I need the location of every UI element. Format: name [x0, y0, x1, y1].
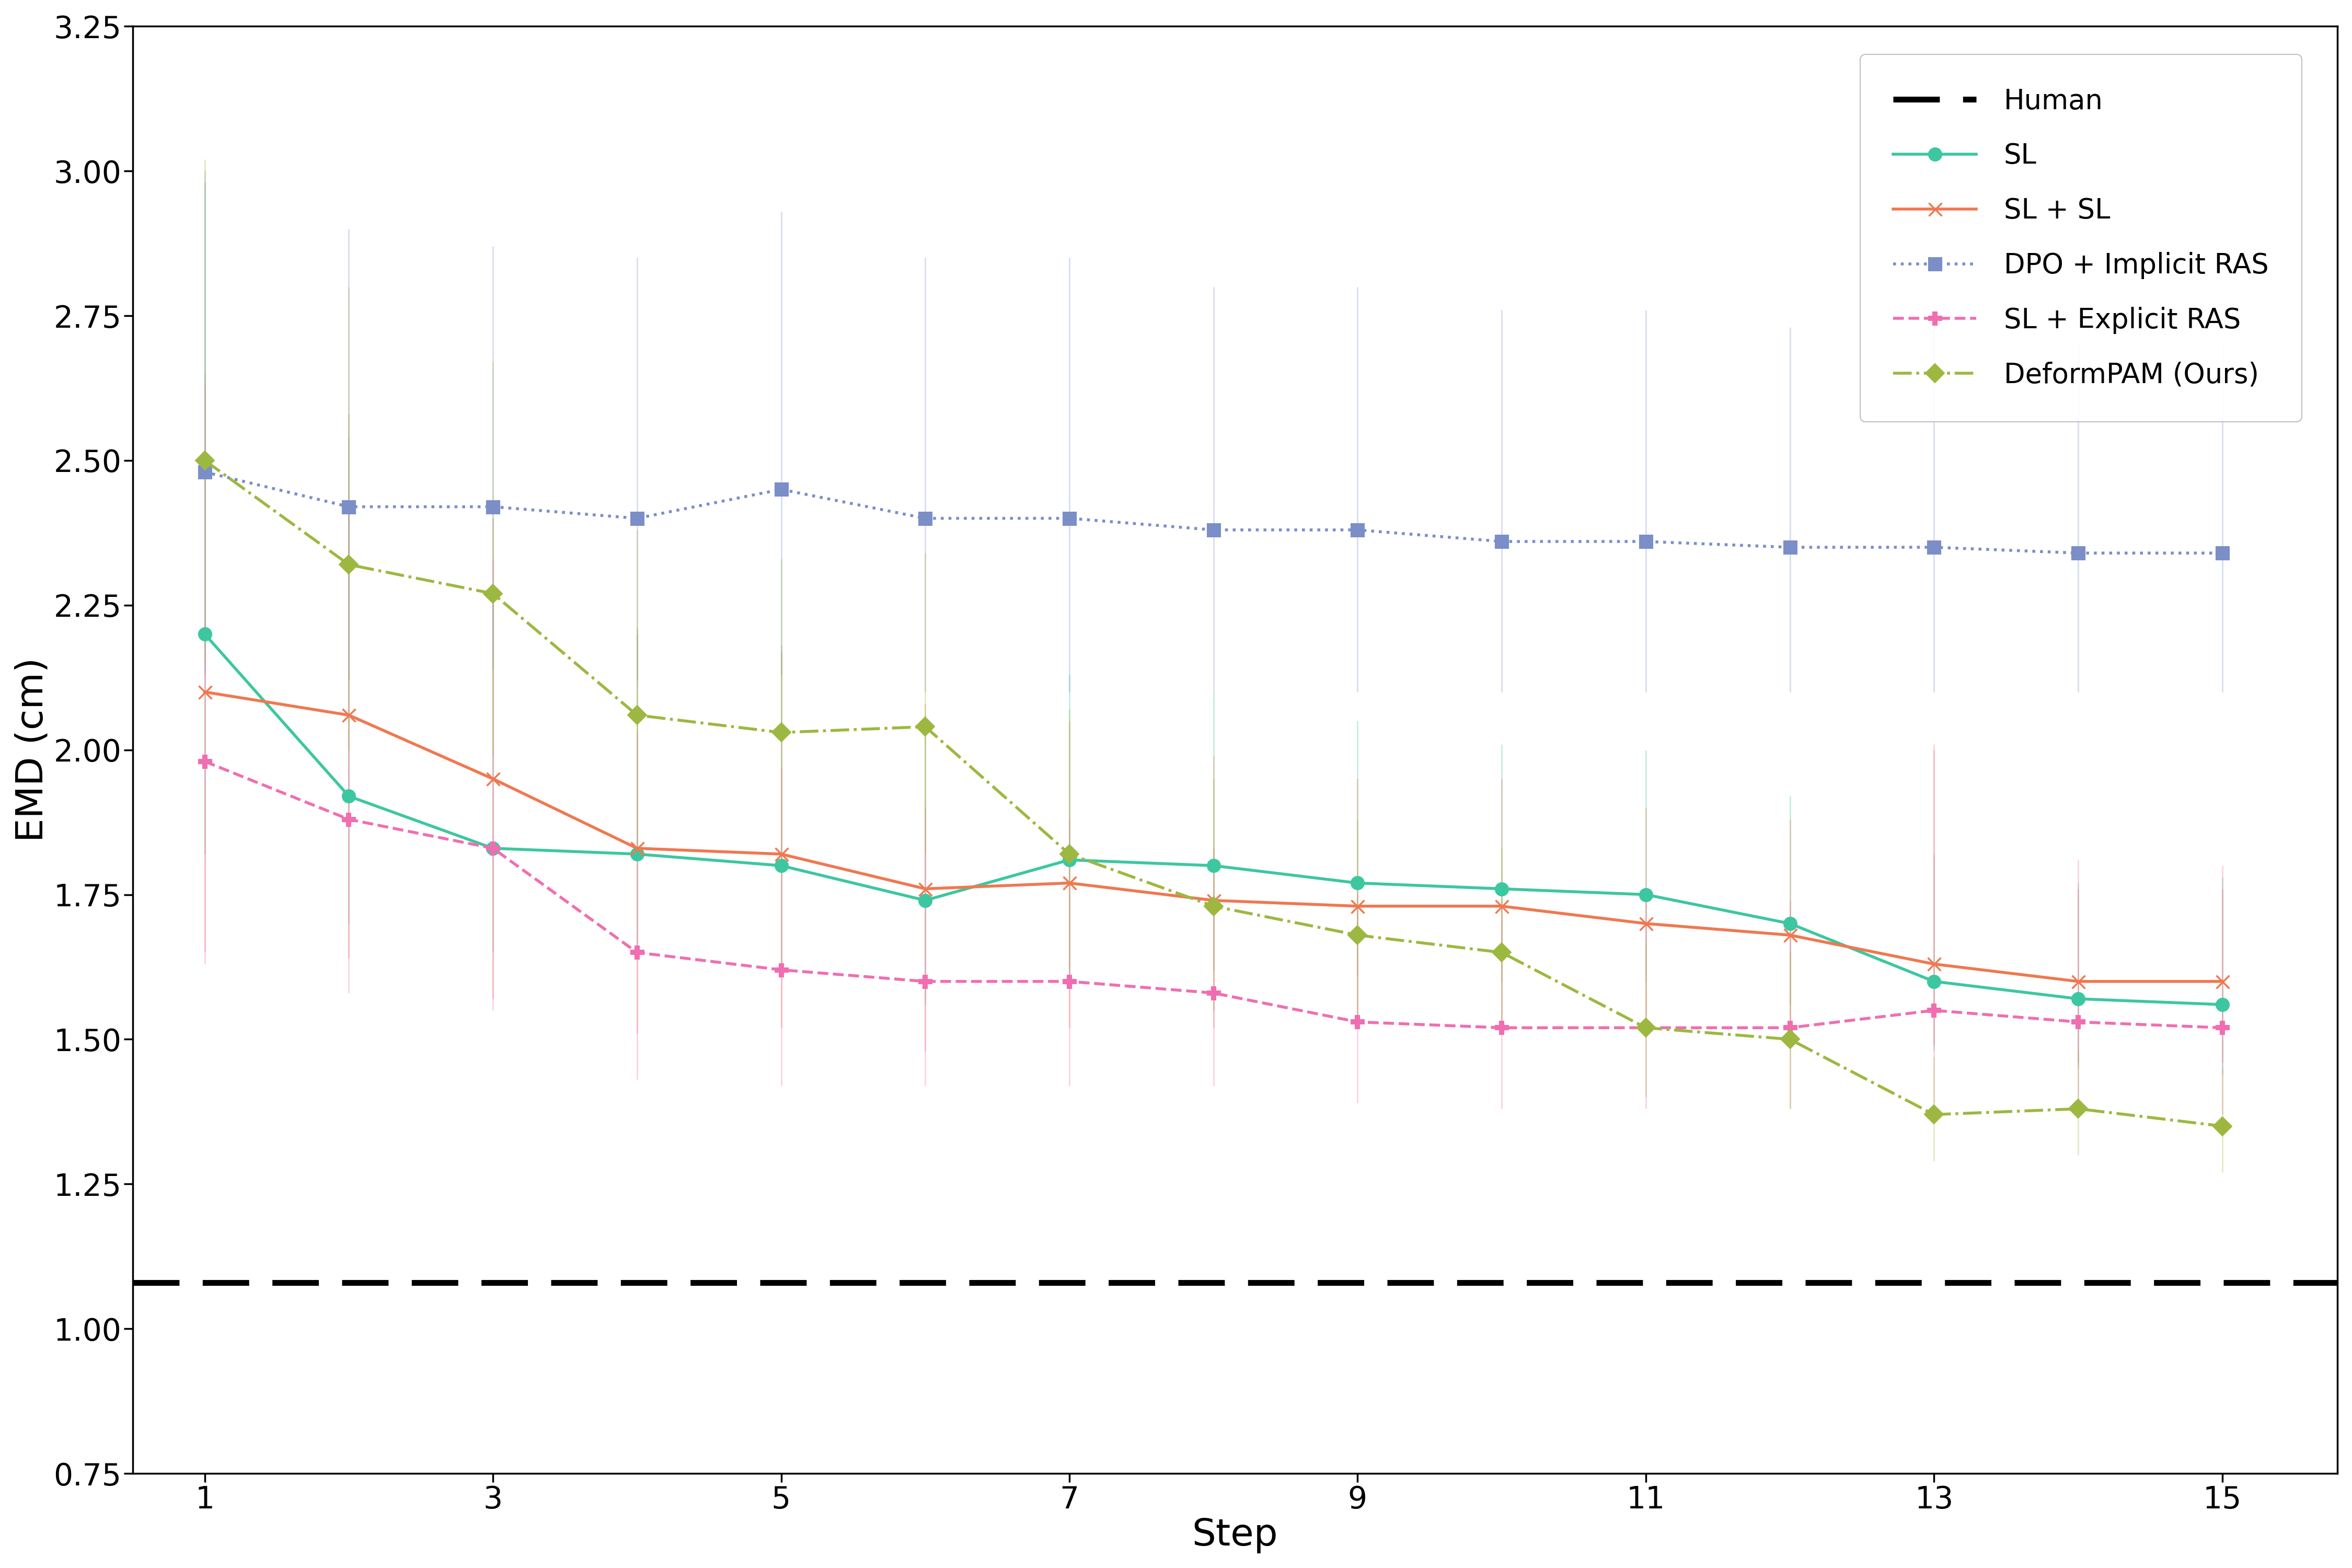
Line: SL + Explicit RAS: SL + Explicit RAS — [198, 754, 2230, 1035]
SL — [1056, 850, 1084, 869]
DPO + Implicit RAS — [1486, 532, 1515, 550]
DeformPAM (Ours) — [1776, 1030, 1804, 1049]
DPO + Implicit RAS — [334, 497, 362, 516]
SL + SL — [1776, 925, 1804, 944]
SL + Explicit RAS — [1632, 1018, 1661, 1036]
SL — [1343, 873, 1371, 892]
DPO + Implicit RAS — [1919, 538, 1947, 557]
Line: SL: SL — [198, 627, 2230, 1011]
SL — [334, 787, 362, 806]
SL + Explicit RAS — [2065, 1013, 2093, 1032]
Human — [47, 1273, 75, 1292]
SL — [480, 839, 508, 858]
SL + SL — [1632, 914, 1661, 933]
SL + Explicit RAS — [1343, 1013, 1371, 1032]
Human — [191, 1273, 219, 1292]
SL + Explicit RAS — [1776, 1018, 1804, 1036]
SL + Explicit RAS — [910, 972, 938, 991]
SL + SL — [2065, 972, 2093, 991]
DPO + Implicit RAS — [480, 497, 508, 516]
SL + Explicit RAS — [334, 811, 362, 829]
SL + SL — [191, 682, 219, 701]
SL — [910, 891, 938, 909]
SL + SL — [1343, 897, 1371, 916]
SL + Explicit RAS — [1056, 972, 1084, 991]
DeformPAM (Ours) — [623, 706, 652, 724]
DeformPAM (Ours) — [2209, 1116, 2237, 1135]
SL + SL — [1486, 897, 1515, 916]
SL — [1776, 914, 1804, 933]
SL + Explicit RAS — [623, 942, 652, 961]
SL + Explicit RAS — [1200, 983, 1228, 1002]
Line: DPO + Implicit RAS: DPO + Implicit RAS — [198, 466, 2230, 560]
SL + SL — [334, 706, 362, 724]
DPO + Implicit RAS — [1200, 521, 1228, 539]
DeformPAM (Ours) — [1486, 942, 1515, 961]
SL — [1486, 880, 1515, 898]
SL + SL — [480, 770, 508, 789]
DPO + Implicit RAS — [1632, 532, 1661, 550]
DeformPAM (Ours) — [1632, 1018, 1661, 1036]
SL + Explicit RAS — [191, 753, 219, 771]
DeformPAM (Ours) — [480, 585, 508, 604]
SL + SL — [767, 845, 795, 864]
DeformPAM (Ours) — [767, 723, 795, 742]
SL — [2209, 996, 2237, 1014]
SL — [191, 624, 219, 643]
SL + SL — [910, 880, 938, 898]
DeformPAM (Ours) — [1056, 845, 1084, 864]
SL + Explicit RAS — [1486, 1018, 1515, 1036]
SL + Explicit RAS — [767, 961, 795, 980]
DPO + Implicit RAS — [191, 463, 219, 481]
DeformPAM (Ours) — [191, 452, 219, 470]
SL — [1200, 856, 1228, 875]
DeformPAM (Ours) — [1343, 925, 1371, 944]
SL + SL — [2209, 972, 2237, 991]
SL + SL — [1919, 955, 1947, 974]
SL + SL — [1056, 873, 1084, 892]
DeformPAM (Ours) — [2065, 1099, 2093, 1118]
DPO + Implicit RAS — [2209, 544, 2237, 563]
DeformPAM (Ours) — [910, 717, 938, 735]
DeformPAM (Ours) — [1919, 1105, 1947, 1124]
SL — [1919, 972, 1947, 991]
DeformPAM (Ours) — [1200, 897, 1228, 916]
DPO + Implicit RAS — [623, 510, 652, 528]
Legend: Human, SL, SL + SL, DPO + Implicit RAS, SL + Explicit RAS, DeformPAM (Ours): Human, SL, SL + SL, DPO + Implicit RAS, … — [1860, 55, 2303, 422]
DPO + Implicit RAS — [1056, 510, 1084, 528]
SL + SL — [623, 839, 652, 858]
SL + Explicit RAS — [480, 839, 508, 858]
SL — [767, 856, 795, 875]
DPO + Implicit RAS — [767, 480, 795, 499]
SL — [2065, 989, 2093, 1008]
DPO + Implicit RAS — [2065, 544, 2093, 563]
DPO + Implicit RAS — [1343, 521, 1371, 539]
X-axis label: Step: Step — [1192, 1518, 1277, 1554]
SL — [623, 845, 652, 864]
Line: DeformPAM (Ours): DeformPAM (Ours) — [198, 453, 2230, 1132]
SL + SL — [1200, 891, 1228, 909]
Y-axis label: EMD (cm): EMD (cm) — [14, 657, 52, 842]
DeformPAM (Ours) — [334, 555, 362, 574]
Line: SL + SL: SL + SL — [198, 685, 2230, 988]
SL — [1632, 886, 1661, 905]
DPO + Implicit RAS — [1776, 538, 1804, 557]
DPO + Implicit RAS — [910, 510, 938, 528]
SL + Explicit RAS — [2209, 1018, 2237, 1036]
SL + Explicit RAS — [1919, 1000, 1947, 1019]
